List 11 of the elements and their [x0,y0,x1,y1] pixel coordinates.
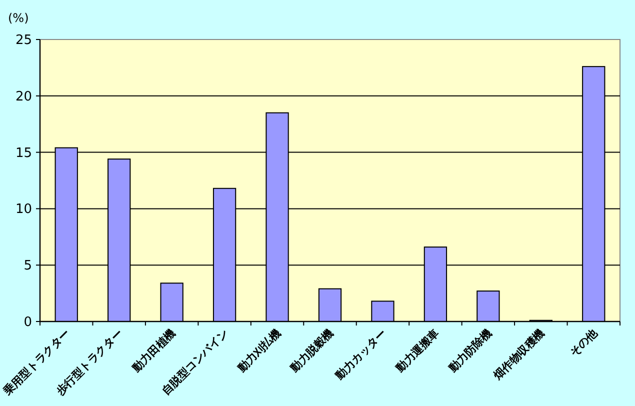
y-tick-label: 10 [15,202,32,218]
y-tick-label: 20 [15,89,32,104]
y-axis-title: (%) [8,11,29,25]
x-tick-label: その他 [567,326,600,359]
y-tick-label: 5 [24,258,32,274]
x-tick-label: 動力防除機 [446,326,494,376]
y-tick-label: 0 [24,315,32,330]
x-tick-label: 動力運搬車 [392,326,442,376]
y-tick-label: 15 [15,146,32,161]
y-tick-label: 25 [15,33,32,48]
x-tick-label: 動力刈払機 [234,326,284,376]
